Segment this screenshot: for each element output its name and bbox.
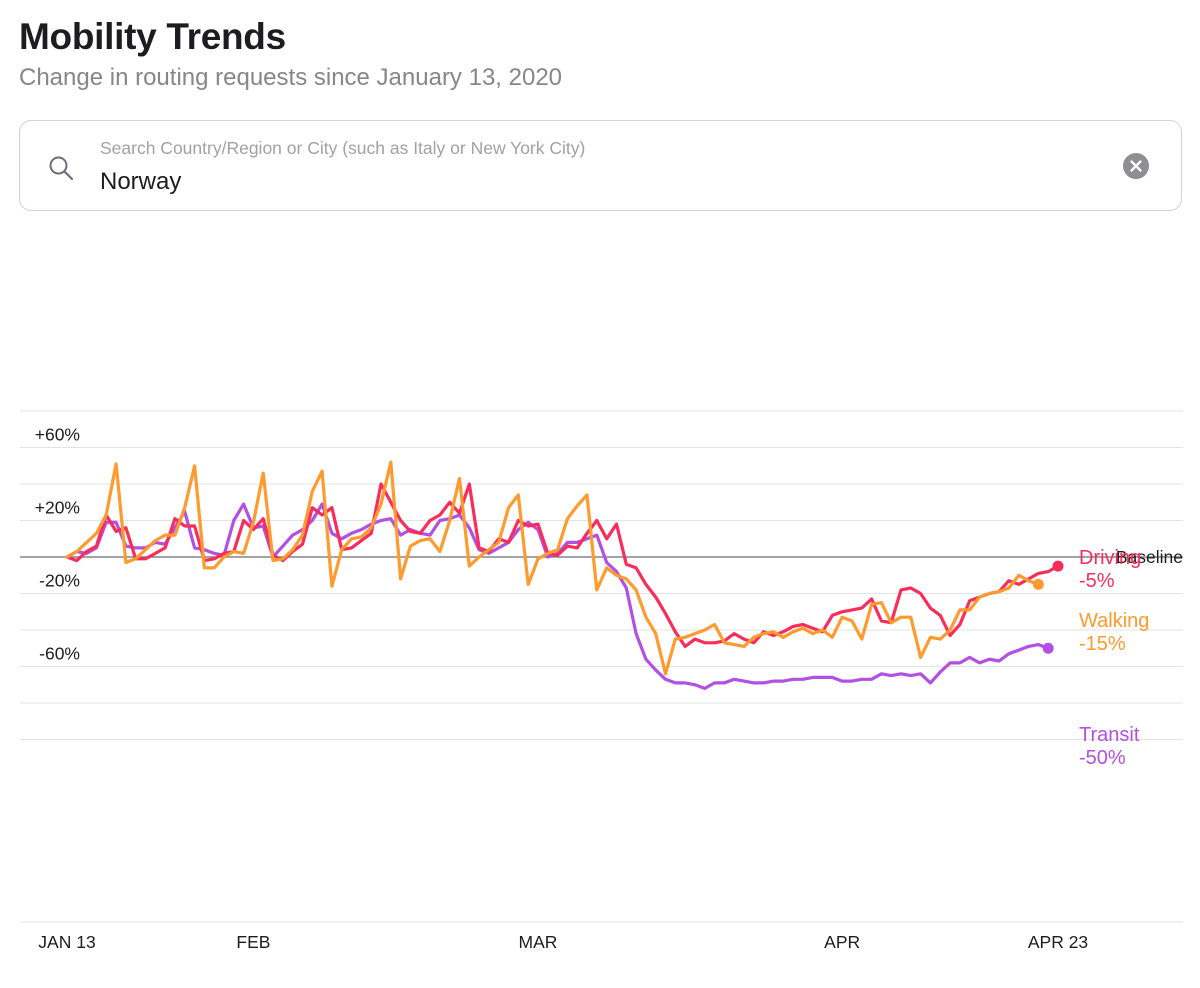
- series-value-label: -15%: [1079, 633, 1126, 655]
- series-end-dot-driving: [1052, 560, 1064, 572]
- x-tick-label: APR 23: [1028, 932, 1088, 952]
- clear-search-icon[interactable]: [1123, 153, 1149, 179]
- series-value-label: -50%: [1079, 747, 1126, 769]
- series-end-dot-transit: [1042, 642, 1054, 654]
- series-value-label: -5%: [1079, 570, 1115, 592]
- y-tick-label: +20%: [35, 498, 80, 518]
- page-subtitle: Change in routing requests since January…: [19, 64, 563, 91]
- series-line-walking: [65, 460, 1041, 676]
- series-end-labels: Driving-5% Walking-15% Transit-50%: [1079, 547, 1149, 769]
- page-title: Mobility Trends: [19, 16, 286, 57]
- y-tick-label: -20%: [39, 571, 80, 591]
- series-end-dot-walking: [1032, 578, 1044, 590]
- grid-layer: [20, 410, 1183, 923]
- search-box[interactable]: Search Country/Region or City (such as I…: [19, 120, 1182, 211]
- search-icon: [49, 156, 74, 181]
- series-line-transit: [65, 502, 1050, 690]
- x-tick-label: MAR: [519, 932, 558, 952]
- x-axis-labels: JAN 13 FEB MAR APR APR 23: [38, 932, 1088, 952]
- x-tick-label: FEB: [236, 932, 270, 952]
- series-name-label: Transit: [1079, 724, 1140, 746]
- y-tick-label: -60%: [39, 644, 80, 664]
- baseline-label: Baseline: [1116, 547, 1183, 567]
- series-name-label: Driving: [1079, 547, 1141, 569]
- mobility-line-chart: Baseline +60% +20% -20% -60% JAN 13 FEB MAR AP…: [20, 410, 1183, 952]
- search-input[interactable]: Norway: [100, 168, 182, 195]
- y-tick-label: +60%: [35, 425, 80, 445]
- x-tick-label: APR: [824, 932, 860, 952]
- y-axis-labels: +60% +20% -20% -60%: [35, 425, 80, 664]
- series-name-label: Walking: [1079, 610, 1149, 632]
- search-placeholder: Search Country/Region or City (such as I…: [100, 138, 586, 158]
- x-tick-label: JAN 13: [38, 932, 95, 952]
- series-lines: [65, 460, 1064, 690]
